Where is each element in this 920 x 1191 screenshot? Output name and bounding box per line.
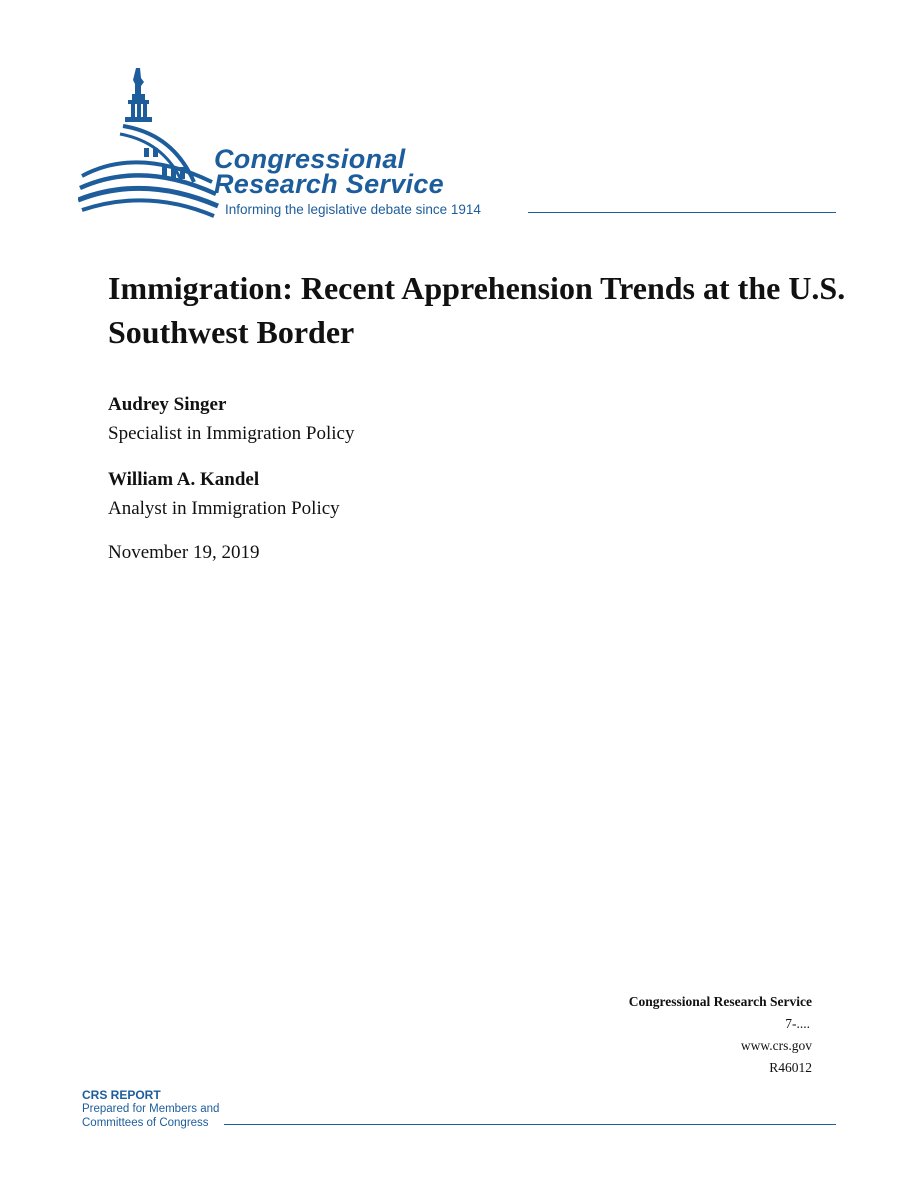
footer-line-prepared: Prepared for Members and [82,1103,220,1115]
meta-report-number: R46012 [769,1060,812,1075]
logo-wordmark-line1: Congressional [214,144,406,174]
meta-website-link[interactable]: www.crs.gov [740,1038,812,1053]
meta-phone: 7-.... [785,1016,810,1031]
logo-divider [528,212,836,213]
author-name: Audrey Singer [108,394,227,415]
footer-label: CRS REPORT [82,1088,161,1102]
report-title: Immigration: Recent Apprehension Trends … [108,270,846,350]
author-role: Specialist in Immigration Policy [108,423,355,444]
footer-badge: CRS REPORT Prepared for Members and Comm… [82,1088,838,1132]
capitol-dome-icon [78,68,219,218]
crs-logo: Congressional Research Service Informing… [78,64,838,224]
footer-divider [224,1124,836,1125]
report-date: November 19, 2019 [108,542,260,563]
logo-tagline: Informing the legislative debate since 1… [225,202,481,217]
logo-wordmark-line2: Research Service [214,169,444,199]
meta-organization: Congressional Research Service [628,994,812,1009]
report-meta: Congressional Research Service 7-.... ww… [629,991,812,1079]
footer-line-committees: Committees of Congress [82,1117,209,1129]
author-name: William A. Kandel [108,469,260,490]
author-role: Analyst in Immigration Policy [108,498,340,519]
